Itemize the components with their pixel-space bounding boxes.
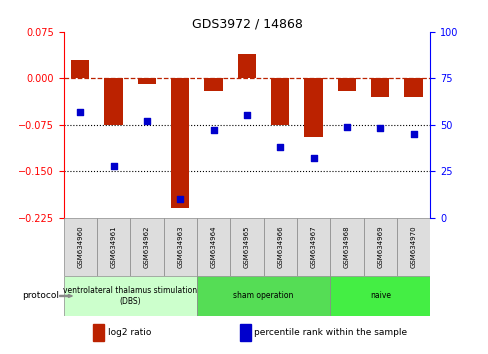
Point [343, 124, 350, 130]
Text: GSM634965: GSM634965 [244, 225, 249, 268]
Text: GSM634969: GSM634969 [377, 225, 383, 268]
Point [309, 155, 317, 161]
Text: naive: naive [369, 291, 390, 301]
FancyBboxPatch shape [263, 218, 296, 276]
Title: GDS3972 / 14868: GDS3972 / 14868 [191, 18, 302, 31]
FancyBboxPatch shape [363, 218, 396, 276]
Text: sham operation: sham operation [233, 291, 293, 301]
Bar [138, 78, 156, 85]
Text: GSM634967: GSM634967 [310, 225, 316, 268]
Text: protocol: protocol [21, 291, 59, 301]
Bar [171, 78, 189, 208]
FancyBboxPatch shape [197, 218, 230, 276]
Point [142, 118, 150, 124]
Text: GSM634962: GSM634962 [143, 225, 150, 268]
Bar [304, 78, 322, 137]
Text: GSM634964: GSM634964 [210, 225, 216, 268]
FancyBboxPatch shape [163, 218, 197, 276]
Point [109, 163, 117, 169]
FancyBboxPatch shape [197, 276, 329, 316]
Text: GSM634961: GSM634961 [110, 225, 116, 268]
Bar [204, 78, 223, 91]
Text: GSM634960: GSM634960 [77, 225, 83, 268]
Bar [104, 78, 122, 125]
Point [409, 131, 417, 137]
FancyBboxPatch shape [396, 218, 429, 276]
Text: GSM634968: GSM634968 [343, 225, 349, 268]
FancyBboxPatch shape [130, 218, 163, 276]
FancyBboxPatch shape [63, 218, 97, 276]
FancyBboxPatch shape [329, 276, 429, 316]
Point [376, 126, 384, 131]
Bar [370, 78, 388, 97]
Text: percentile rank within the sample: percentile rank within the sample [254, 327, 407, 337]
Bar [237, 53, 256, 78]
FancyBboxPatch shape [230, 218, 263, 276]
FancyBboxPatch shape [329, 218, 363, 276]
FancyBboxPatch shape [97, 218, 130, 276]
Bar [93, 324, 104, 341]
Point [76, 109, 84, 115]
Bar [270, 78, 289, 125]
Text: GSM634963: GSM634963 [177, 225, 183, 268]
Bar [404, 78, 422, 97]
FancyBboxPatch shape [296, 218, 329, 276]
Text: log2 ratio: log2 ratio [107, 327, 151, 337]
Point [243, 113, 250, 118]
Point [276, 144, 284, 150]
Bar [337, 78, 355, 91]
Text: ventrolateral thalamus stimulation
(DBS): ventrolateral thalamus stimulation (DBS) [63, 286, 197, 306]
Point [209, 127, 217, 133]
FancyBboxPatch shape [63, 276, 197, 316]
Text: GSM634966: GSM634966 [277, 225, 283, 268]
Bar [239, 324, 250, 341]
Point [176, 196, 184, 202]
Bar [71, 60, 89, 78]
Text: GSM634970: GSM634970 [410, 225, 416, 268]
